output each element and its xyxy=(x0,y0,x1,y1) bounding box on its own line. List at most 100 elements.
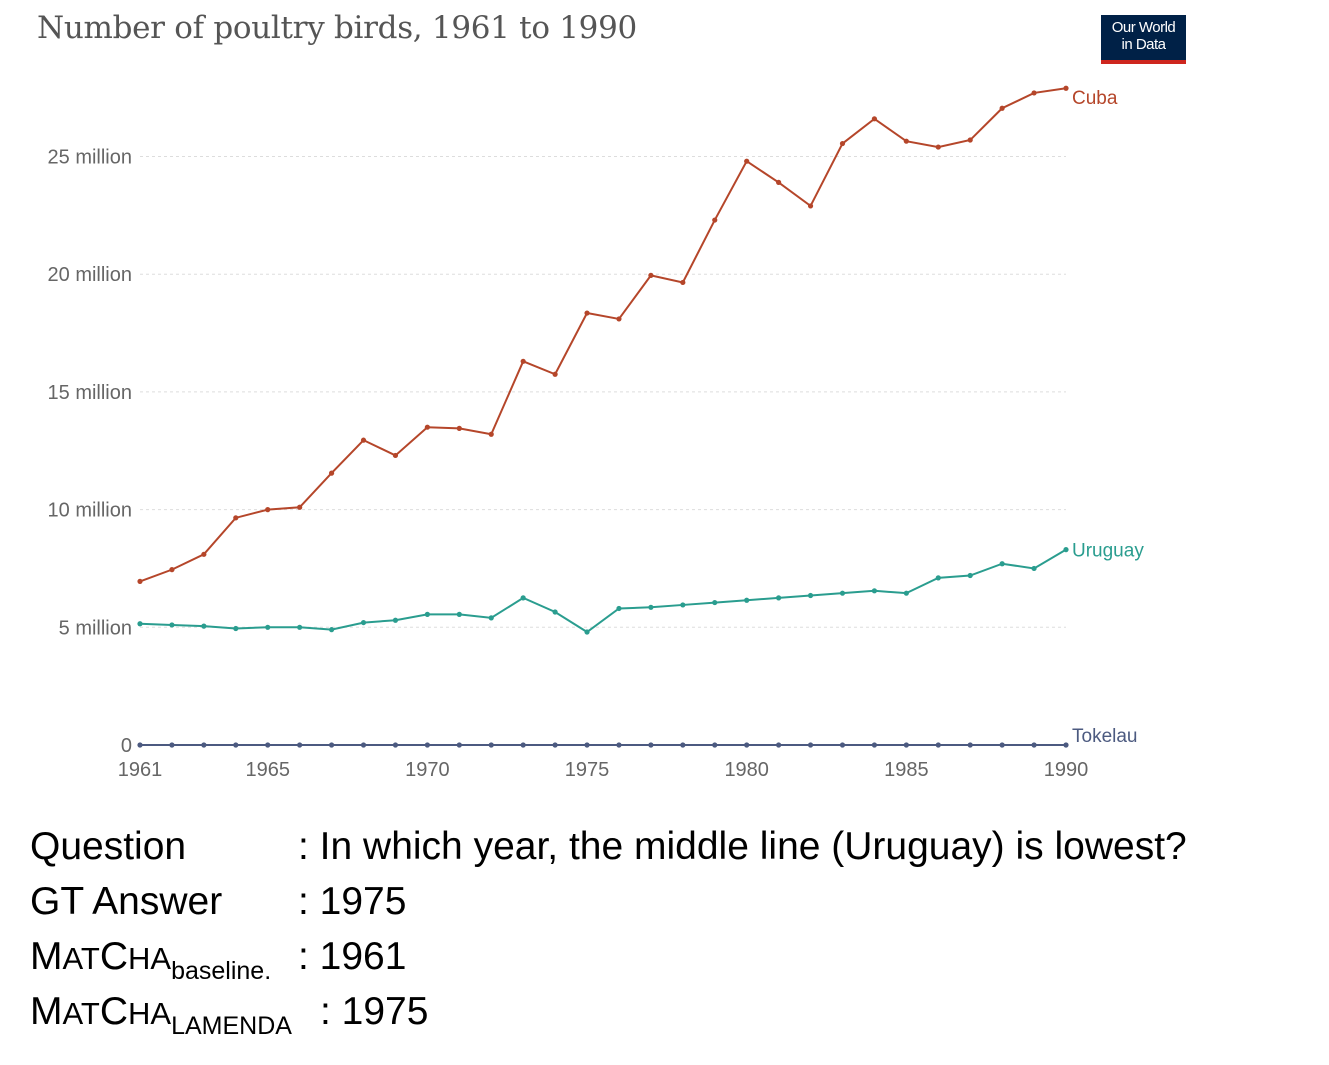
data-point-cuba xyxy=(201,551,207,557)
data-point-tokelau xyxy=(201,742,207,748)
data-point-tokelau xyxy=(552,742,558,748)
x-tick-label: 1975 xyxy=(565,759,610,781)
data-point-cuba xyxy=(360,437,367,443)
data-point-cuba xyxy=(456,425,462,431)
owid-logo[interactable]: Our World in Data xyxy=(1101,15,1186,64)
series-label-cuba: Cuba xyxy=(1072,88,1118,109)
data-point-uruguay xyxy=(424,611,430,617)
data-point-tokelau xyxy=(137,742,143,748)
data-point-uruguay xyxy=(807,592,814,599)
data-point-tokelau xyxy=(871,742,878,748)
data-point-tokelau xyxy=(616,742,622,748)
data-point-uruguay xyxy=(871,588,878,594)
data-point-cuba xyxy=(488,431,494,437)
data-point-uruguay xyxy=(584,629,590,635)
data-point-uruguay xyxy=(999,561,1005,567)
x-tick-label: 1990 xyxy=(1044,759,1089,781)
line-chart: 0 5 million 10 million 15 million 20 million… xyxy=(48,85,1144,781)
series-line-cuba xyxy=(139,87,1067,583)
data-point-tokelau xyxy=(744,742,750,748)
data-point-uruguay xyxy=(265,624,271,630)
data-point-uruguay xyxy=(297,624,303,630)
series-label-tokelau: Tokelau xyxy=(1072,726,1138,747)
y-tick-label: 10 million xyxy=(48,500,132,522)
data-point-uruguay xyxy=(712,599,718,606)
data-point-tokelau xyxy=(967,742,973,748)
data-point-uruguay xyxy=(839,590,846,596)
data-point-tokelau xyxy=(776,742,782,748)
data-point-cuba xyxy=(392,452,399,459)
data-point-cuba xyxy=(137,578,143,584)
data-point-tokelau xyxy=(456,742,462,748)
data-point-uruguay xyxy=(903,590,909,596)
data-point-uruguay xyxy=(488,615,494,621)
y-tick-label: 25 million xyxy=(48,147,132,169)
data-point-uruguay xyxy=(328,627,335,633)
data-point-cuba xyxy=(520,358,526,364)
data-point-uruguay xyxy=(776,595,782,601)
data-point-cuba xyxy=(297,504,303,510)
data-point-uruguay xyxy=(1063,547,1069,553)
x-tick-label: 1961 xyxy=(118,759,163,781)
lamenda-value: : 1975 xyxy=(320,990,429,1033)
data-point-tokelau xyxy=(392,742,399,748)
question-value: : In which year, the middle line (Urugua… xyxy=(298,825,1187,868)
data-point-tokelau xyxy=(169,742,175,748)
data-point-tokelau xyxy=(520,742,526,748)
data-point-uruguay xyxy=(456,611,462,617)
data-point-tokelau xyxy=(712,742,718,748)
x-tick-label: 1965 xyxy=(245,759,290,781)
baseline-label: MATCHAbaseline. xyxy=(30,935,272,985)
x-tick-label: 1980 xyxy=(724,759,769,781)
data-point-tokelau xyxy=(584,742,590,748)
data-point-cuba xyxy=(328,470,335,476)
y-tick-label: 5 million xyxy=(59,617,132,639)
x-tick-label: 1985 xyxy=(884,759,929,781)
data-point-cuba xyxy=(552,371,558,377)
baseline-value: : 1961 xyxy=(298,935,407,978)
data-point-tokelau xyxy=(424,742,430,748)
data-point-uruguay xyxy=(392,617,399,623)
series-line-uruguay xyxy=(139,548,1067,634)
x-tick-label: 1970 xyxy=(405,759,450,781)
data-point-uruguay xyxy=(680,602,686,608)
data-point-uruguay xyxy=(967,572,973,579)
chart-title: Number of poultry birds, 1961 to 1990 xyxy=(37,10,637,46)
data-point-tokelau xyxy=(265,742,271,748)
data-point-cuba xyxy=(871,116,878,122)
data-point-tokelau xyxy=(935,742,941,748)
data-point-cuba xyxy=(680,279,686,286)
data-point-tokelau xyxy=(648,742,654,748)
data-point-uruguay xyxy=(744,597,750,603)
question-label: Question xyxy=(30,825,187,868)
y-tick-label: 20 million xyxy=(48,264,132,286)
data-point-tokelau xyxy=(360,742,367,748)
data-point-uruguay xyxy=(360,619,367,626)
data-point-cuba xyxy=(744,158,750,164)
data-point-tokelau xyxy=(839,742,846,748)
data-point-uruguay xyxy=(616,605,622,612)
data-point-cuba xyxy=(935,144,941,150)
data-point-tokelau xyxy=(1031,742,1037,748)
data-point-uruguay xyxy=(552,609,558,615)
data-point-tokelau xyxy=(903,742,909,748)
data-point-uruguay xyxy=(935,575,941,581)
data-point-cuba xyxy=(1031,90,1037,96)
y-tick-label: 15 million xyxy=(48,382,132,404)
data-point-cuba xyxy=(169,567,175,573)
data-point-tokelau xyxy=(297,742,303,748)
logo-line-2: in Data xyxy=(1121,36,1166,53)
data-point-cuba xyxy=(424,424,430,430)
data-point-tokelau xyxy=(488,742,494,748)
data-point-tokelau xyxy=(680,742,686,748)
lamenda-subscript: LAMENDA xyxy=(171,1012,292,1040)
baseline-subscript: baseline. xyxy=(171,957,272,985)
data-point-uruguay xyxy=(1031,565,1037,572)
y-tick-label: 0 xyxy=(121,735,132,757)
data-point-tokelau xyxy=(999,742,1005,748)
data-point-cuba xyxy=(584,310,590,316)
data-point-cuba xyxy=(233,515,239,521)
data-point-tokelau xyxy=(233,742,239,748)
gt-answer-label: GT Answer xyxy=(30,880,223,923)
data-point-uruguay xyxy=(137,621,143,627)
